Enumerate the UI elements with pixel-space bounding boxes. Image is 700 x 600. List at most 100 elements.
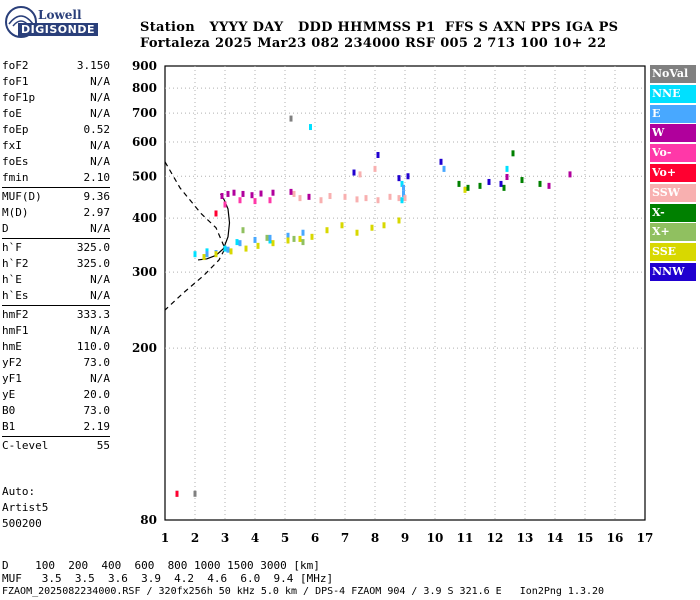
echo-point — [223, 201, 227, 208]
echo-point — [220, 193, 224, 200]
x-tick-label: 16 — [607, 531, 624, 545]
echo-point — [397, 195, 401, 202]
echo-point — [402, 184, 405, 191]
echo-point — [286, 232, 290, 239]
echo-point — [547, 182, 551, 189]
y-tick-label: 700 — [132, 106, 157, 120]
echo-point — [205, 251, 209, 258]
legend-item: W — [650, 124, 696, 143]
param-value: 0.52 — [83, 123, 111, 136]
echo-point — [259, 190, 263, 197]
param-row: B0 73.0 — [2, 403, 110, 419]
echo-point — [478, 182, 482, 189]
param-name: hmF1 — [2, 324, 29, 337]
echo-point — [268, 234, 272, 241]
echo-point — [241, 190, 245, 197]
echo-point — [505, 165, 509, 172]
param-value: 2.10 — [83, 171, 111, 184]
x-tick-label: 3 — [221, 531, 229, 545]
param-name: foF2 — [2, 59, 29, 72]
param-name: h`E — [2, 273, 22, 286]
param-row: foF1p N/A — [2, 90, 110, 106]
param-separator — [2, 305, 110, 306]
echo-point — [400, 180, 404, 187]
echo-point — [235, 239, 239, 246]
param-row: fmin 2.10 — [2, 170, 110, 186]
echo-point — [388, 193, 392, 200]
param-name: foF1p — [2, 91, 36, 104]
echo-point — [355, 196, 359, 203]
param-name: h`Es — [2, 289, 29, 302]
param-separator — [2, 238, 110, 239]
x-tick-label: 14 — [547, 531, 564, 545]
echo-point — [250, 192, 254, 199]
param-row: yE 20.0 — [2, 387, 110, 403]
param-row: fxI N/A — [2, 138, 110, 154]
echo-point — [309, 124, 312, 131]
param-name: h`F — [2, 241, 22, 254]
x-tick-label: 4 — [251, 531, 259, 545]
echo-point — [226, 246, 230, 253]
x-tick-label: 12 — [487, 531, 504, 545]
param-row: foEp 0.52 — [2, 122, 110, 138]
param-value: 20.0 — [83, 388, 111, 401]
param-row: hmE 110.0 — [2, 339, 110, 355]
echo-point — [232, 189, 236, 196]
echo-point — [292, 190, 296, 197]
echo-point — [400, 197, 404, 204]
y-tick-label: 200 — [132, 341, 157, 355]
legend-item: X- — [650, 203, 696, 222]
echo-point — [229, 248, 233, 255]
param-name: yF1 — [2, 372, 22, 385]
echo-point — [223, 245, 227, 252]
param-name: MUF(D) — [2, 190, 42, 203]
param-value: N/A — [90, 107, 110, 120]
param-value: N/A — [90, 75, 110, 88]
param-name: B1 — [2, 420, 16, 433]
param-row: D N/A — [2, 221, 110, 237]
legend-item: SSE — [650, 243, 696, 262]
echo-point — [226, 190, 230, 197]
param-name: foE — [2, 107, 22, 120]
param-name: D — [2, 222, 9, 235]
echo-point — [265, 234, 269, 241]
echo-point — [457, 180, 461, 187]
echo-point — [402, 190, 405, 197]
echo-point — [397, 175, 401, 182]
echo-point — [298, 235, 302, 242]
param-value: N/A — [90, 324, 110, 337]
param-row: h`Es N/A — [2, 288, 110, 304]
param-value: N/A — [90, 155, 110, 168]
logo-text-bottom: DIGISONDE — [18, 23, 98, 36]
echo-point — [298, 195, 302, 202]
param-value: N/A — [90, 91, 110, 104]
param-row: foEs N/A — [2, 154, 110, 170]
echo-point — [268, 197, 272, 204]
param-name: hmF2 — [2, 308, 29, 321]
param-row: foF2 3.150 — [2, 58, 110, 74]
param-name: yE — [2, 388, 16, 401]
x-tick-label: 7 — [341, 531, 349, 545]
param-separator — [2, 187, 110, 188]
auto-label: Auto: — [2, 485, 36, 498]
x-tick-label: 13 — [517, 531, 534, 545]
echo-point — [442, 165, 446, 172]
echo-point — [175, 490, 179, 497]
echo-point — [253, 236, 257, 243]
echo-point — [253, 198, 257, 205]
echo-point — [466, 184, 470, 191]
echo-point — [568, 171, 572, 178]
param-name: fmin — [2, 171, 29, 184]
echo-point — [487, 178, 491, 185]
echo-point — [340, 222, 344, 229]
param-value: N/A — [90, 139, 110, 152]
echo-point — [241, 227, 245, 234]
echo-point — [301, 239, 305, 246]
param-row: hmF2 333.3 — [2, 307, 110, 323]
x-tick-label: 11 — [457, 531, 474, 545]
echo-point — [292, 235, 296, 242]
x-tick-label: 5 — [281, 531, 289, 545]
y-tick-label: 800 — [132, 81, 157, 95]
lowell-digisonde-logo: Lowell DIGISONDE — [4, 4, 98, 40]
